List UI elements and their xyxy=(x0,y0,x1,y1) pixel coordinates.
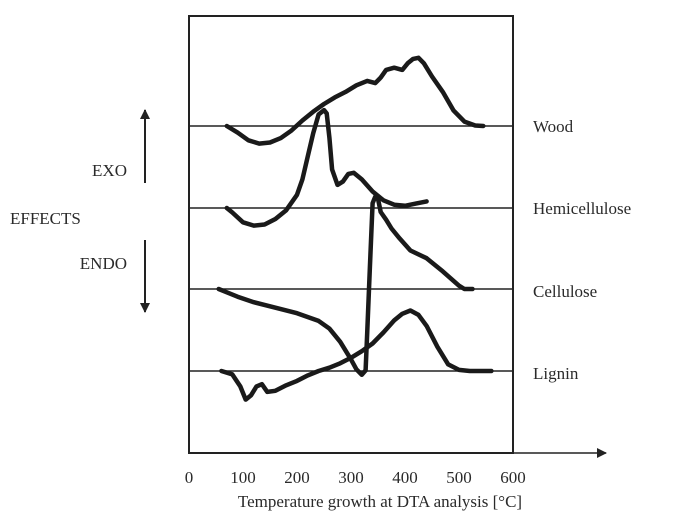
cellulose-curve xyxy=(216,194,475,378)
x-tick-label: 100 xyxy=(230,468,256,487)
lignin-label: Lignin xyxy=(533,364,579,383)
plot-frame xyxy=(188,15,514,454)
x-axis-label: Temperature growth at DTA analysis [°C] xyxy=(238,492,522,511)
exo-label: EXO xyxy=(92,161,127,180)
hemicellulose-label: Hemicellulose xyxy=(533,199,631,218)
x-tick-label: 0 xyxy=(185,468,194,487)
cellulose-label: Cellulose xyxy=(533,282,597,301)
wood-label: Wood xyxy=(533,117,574,136)
baselines xyxy=(189,125,513,372)
x-tick-labels: 0 100 200 300 400 500 600 xyxy=(185,468,526,487)
curves xyxy=(216,55,494,402)
x-tick-label: 400 xyxy=(392,468,418,487)
effects-label: EFFECTS xyxy=(10,209,81,228)
x-tick-label: 600 xyxy=(500,468,526,487)
endo-label: ENDO xyxy=(80,254,127,273)
x-tick-label: 500 xyxy=(446,468,472,487)
wood-curve xyxy=(224,55,486,146)
series-labels: Wood Hemicellulose Cellulose Lignin xyxy=(533,117,631,383)
x-tick-label: 300 xyxy=(338,468,364,487)
lignin-curve xyxy=(219,308,494,402)
hemicellulose-curve xyxy=(224,107,429,228)
x-tick-label: 200 xyxy=(284,468,310,487)
